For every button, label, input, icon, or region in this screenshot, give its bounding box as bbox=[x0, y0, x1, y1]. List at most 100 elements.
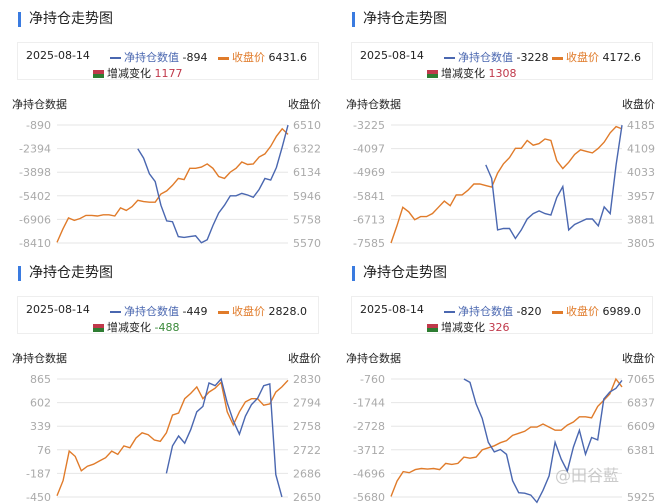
change-value: 1177 bbox=[154, 67, 183, 80]
net-line-icon bbox=[110, 57, 121, 59]
left-tick-label: -3898 bbox=[19, 166, 51, 179]
chart-title: 净持仓走势图 bbox=[18, 12, 113, 27]
left-tick-label: -450 bbox=[26, 491, 51, 504]
chart-title: 净持仓走势图 bbox=[18, 266, 113, 281]
date-label: 2025-08-14 bbox=[360, 49, 424, 62]
change-legend: 增减变化 1308 bbox=[427, 65, 517, 81]
net-legend: 净持仓数值 -3228 bbox=[444, 49, 548, 65]
left-axis-title: 净持仓数据 bbox=[12, 98, 67, 111]
net-value: -3228 bbox=[516, 51, 549, 64]
close-price-line bbox=[390, 377, 623, 497]
tooltip-box: 2025-08-14 净持仓数值 -894 收盘价 6431.6 增减变化 11… bbox=[17, 42, 319, 80]
close-value: 6431.6 bbox=[268, 51, 308, 64]
right-tick-label: 2794 bbox=[293, 397, 321, 410]
right-tick-label: 2758 bbox=[293, 420, 321, 433]
net-position-chart-1: 净持仓走势图 2025-08-14 净持仓数值 -894 收盘价 6431.6 … bbox=[0, 0, 333, 251]
change-value: 1308 bbox=[488, 67, 517, 80]
change-label: 增减变化 bbox=[107, 67, 151, 80]
right-tick-label: 6837 bbox=[627, 397, 655, 410]
net-line-icon bbox=[110, 311, 121, 313]
right-tick-label: 5946 bbox=[293, 190, 321, 203]
left-tick-label: -760 bbox=[360, 373, 385, 386]
right-axis-title: 收盘价 bbox=[622, 98, 655, 111]
watermark: @田谷藍 bbox=[555, 466, 620, 485]
left-tick-label: 865 bbox=[30, 373, 51, 386]
right-tick-label: 4185 bbox=[627, 119, 655, 132]
right-tick-label: 5758 bbox=[293, 213, 321, 226]
net-position-line bbox=[137, 124, 289, 244]
right-tick-label: 6381 bbox=[627, 444, 655, 457]
left-tick-label: -5680 bbox=[353, 491, 385, 504]
date-label: 2025-08-14 bbox=[360, 303, 424, 316]
change-flag-icon bbox=[93, 70, 104, 78]
net-position-line bbox=[165, 377, 283, 498]
left-tick-label: -4097 bbox=[353, 143, 385, 156]
left-tick-label: -890 bbox=[26, 119, 51, 132]
right-tick-label: 5570 bbox=[293, 237, 321, 250]
plot-area: -890 6510 -2394 6322 -3898 6134 -5402 5946 -6906… bbox=[19, 119, 321, 250]
right-tick-label: 4109 bbox=[627, 143, 655, 156]
left-axis-title: 净持仓数据 bbox=[346, 98, 401, 111]
close-price-line bbox=[56, 127, 289, 243]
left-tick-label: -5402 bbox=[19, 190, 51, 203]
plot-area: -3225 4185 -4097 4109 -4969 4033 -5841 3957 -671… bbox=[353, 119, 655, 250]
right-tick-label: 2722 bbox=[293, 444, 321, 457]
net-legend: 净持仓数值 -820 bbox=[444, 303, 541, 319]
left-tick-label: -2728 bbox=[353, 420, 385, 433]
left-tick-label: -5841 bbox=[353, 190, 385, 203]
date-label: 2025-08-14 bbox=[26, 303, 90, 316]
right-tick-label: 6322 bbox=[293, 143, 321, 156]
right-tick-label: 6134 bbox=[293, 166, 321, 179]
right-tick-label: 5925 bbox=[627, 491, 655, 504]
right-tick-label: 3881 bbox=[627, 213, 655, 226]
net-legend: 净持仓数值 -449 bbox=[110, 303, 207, 319]
net-value: -820 bbox=[516, 305, 542, 318]
right-tick-label: 3805 bbox=[627, 237, 655, 250]
left-tick-label: -4696 bbox=[353, 467, 385, 480]
net-position-line bbox=[463, 378, 623, 504]
right-tick-label: 3957 bbox=[627, 190, 655, 203]
right-tick-label: 2650 bbox=[293, 491, 321, 504]
change-legend: 增减变化 -488 bbox=[93, 319, 179, 335]
close-value: 4172.6 bbox=[602, 51, 642, 64]
close-label: 收盘价 bbox=[566, 305, 599, 318]
right-axis-title: 收盘价 bbox=[288, 352, 321, 365]
change-label: 增减变化 bbox=[441, 321, 485, 334]
net-label: 净持仓数值 bbox=[458, 51, 513, 64]
net-line-icon bbox=[444, 57, 455, 59]
right-tick-label: 7065 bbox=[627, 373, 655, 386]
left-tick-label: -4969 bbox=[353, 166, 385, 179]
left-tick-label: 339 bbox=[30, 420, 51, 433]
close-line-icon bbox=[218, 56, 229, 60]
net-value: -894 bbox=[182, 51, 208, 64]
close-legend: 收盘价 6431.6 bbox=[218, 49, 307, 65]
net-position-chart-2: 净持仓走势图 2025-08-14 净持仓数值 -3228 收盘价 4172.6… bbox=[334, 0, 667, 251]
close-legend: 收盘价 4172.6 bbox=[552, 49, 641, 65]
net-label: 净持仓数值 bbox=[124, 305, 179, 318]
close-value: 6989.0 bbox=[602, 305, 642, 318]
change-legend: 增减变化 326 bbox=[427, 319, 510, 335]
tooltip-box: 2025-08-14 净持仓数值 -3228 收盘价 4172.6 增减变化 1… bbox=[351, 42, 653, 80]
right-tick-label: 6609 bbox=[627, 420, 655, 433]
right-tick-label: 6510 bbox=[293, 119, 321, 132]
change-flag-icon bbox=[427, 324, 438, 332]
chart-title: 净持仓走势图 bbox=[352, 12, 447, 27]
left-axis-title: 净持仓数据 bbox=[12, 352, 67, 365]
close-value: 2828.0 bbox=[268, 305, 308, 318]
chart-title: 净持仓走势图 bbox=[352, 266, 447, 281]
net-legend: 净持仓数值 -894 bbox=[110, 49, 207, 65]
change-value: -488 bbox=[154, 321, 180, 334]
net-position-chart-3: 净持仓走势图 2025-08-14 净持仓数值 -449 收盘价 2828.0 … bbox=[0, 254, 333, 504]
change-value: 326 bbox=[488, 321, 510, 334]
right-tick-label: 2830 bbox=[293, 373, 321, 386]
plot-area: 865 2830 602 2794 339 2758 76 2722 -187 2686 -450 2… bbox=[26, 373, 321, 504]
close-label: 收盘价 bbox=[566, 51, 599, 64]
change-label: 增减变化 bbox=[107, 321, 151, 334]
change-flag-icon bbox=[427, 70, 438, 78]
left-tick-label: -6906 bbox=[19, 213, 51, 226]
tooltip-box: 2025-08-14 净持仓数值 -820 收盘价 6989.0 增减变化 32… bbox=[351, 296, 653, 334]
left-tick-label: -187 bbox=[26, 467, 51, 480]
right-tick-label: 2686 bbox=[293, 467, 321, 480]
left-tick-label: 602 bbox=[30, 397, 51, 410]
close-legend: 收盘价 2828.0 bbox=[218, 303, 307, 319]
